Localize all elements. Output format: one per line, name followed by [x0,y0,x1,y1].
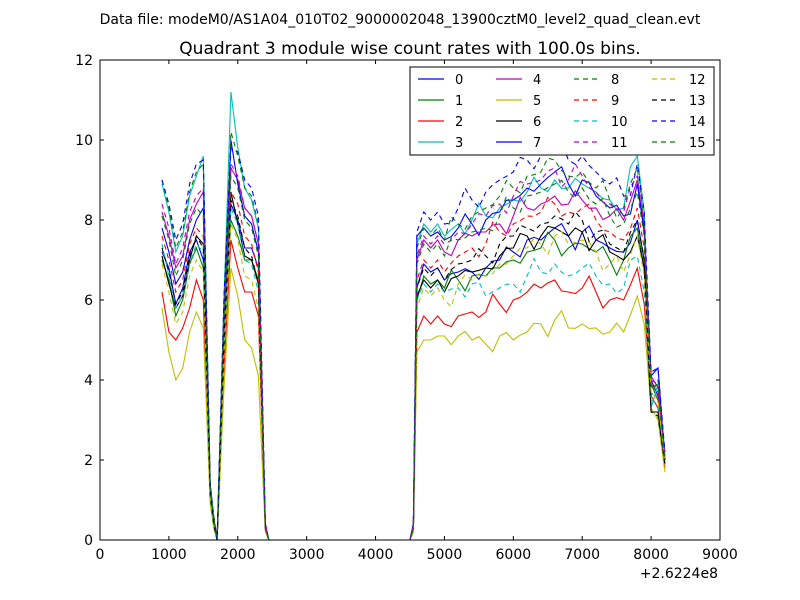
y-tick-label: 0 [84,533,93,549]
x-tick-label: 2000 [220,547,256,563]
legend-label-5: 5 [533,94,541,109]
legend-label-6: 6 [533,115,541,130]
y-tick-label: 4 [84,373,93,389]
x-tick-label: 6000 [496,547,532,563]
legend-label-1: 1 [455,94,463,109]
legend-label-14: 14 [689,115,706,130]
legend-label-2: 2 [455,115,463,130]
y-tick-label: 8 [84,213,93,229]
x-tick-label: 1000 [151,547,187,563]
legend-label-15: 15 [689,136,706,151]
x-tick-label: 5000 [427,547,463,563]
legend-label-9: 9 [611,94,619,109]
x-tick-label: 3000 [289,547,325,563]
x-tick-label: 4000 [358,547,394,563]
legend-label-10: 10 [611,115,628,130]
chart-title: Quadrant 3 module wise count rates with … [179,39,640,59]
y-tick-label: 6 [84,293,93,309]
x-tick-label: 7000 [564,547,600,563]
series-line-9 [161,190,666,541]
figure-suptitle: Data file: modeM0/AS1A04_010T02_90000020… [100,12,701,28]
x-tick-label: 8000 [633,547,669,563]
legend-label-13: 13 [689,94,706,109]
series-line-14 [161,142,666,541]
series-line-3 [161,91,666,541]
x-tick-label: 0 [96,547,105,563]
legend-label-4: 4 [533,73,541,88]
legend-label-3: 3 [455,136,463,151]
y-tick-label: 12 [75,53,93,69]
x-tick-label: 9000 [702,547,738,563]
legend-label-0: 0 [455,73,463,88]
axes-layer: 0 1000 2000 3000 4000 5000 6000 7000 8000 9000 0 2 4… [75,53,738,563]
legend-box [409,66,715,156]
legend-label-7: 7 [533,136,541,151]
series-line-15 [161,174,666,541]
y-tick-label: 10 [75,133,93,149]
legend-label-12: 12 [689,73,706,88]
legend-label-11: 11 [611,136,628,151]
series-layer [161,91,666,541]
y-tick-label: 2 [84,453,93,469]
x-offset-label: +2.6224e8 [640,566,718,582]
legend-label-8: 8 [611,73,619,88]
